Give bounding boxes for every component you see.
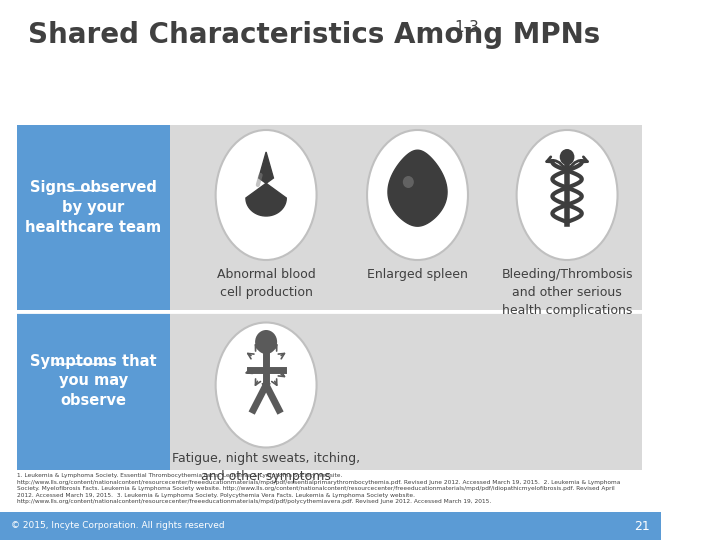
Polygon shape [246, 152, 287, 216]
Circle shape [402, 176, 414, 188]
Ellipse shape [367, 130, 468, 260]
Text: Symptoms that
you may
observe: Symptoms that you may observe [30, 354, 156, 408]
Text: 21: 21 [634, 519, 649, 532]
Text: Signs observed
by your
healthcare team: Signs observed by your healthcare team [25, 180, 161, 235]
Ellipse shape [517, 130, 618, 260]
Polygon shape [388, 150, 447, 226]
Text: Shared Characteristics Among MPNs: Shared Characteristics Among MPNs [27, 21, 600, 49]
Text: 1. Leukemia & Lymphoma Society. Essential Thrombocythemia Facts. Leukemia & Lymp: 1. Leukemia & Lymphoma Society. Essentia… [17, 473, 620, 504]
FancyBboxPatch shape [17, 312, 170, 470]
Text: Fatigue, night sweats, itching,
and other symptoms: Fatigue, night sweats, itching, and othe… [172, 452, 360, 483]
Text: 1-3: 1-3 [454, 21, 479, 36]
Text: Bleeding/Thrombosis
and other serious
health complications: Bleeding/Thrombosis and other serious he… [501, 268, 633, 317]
Ellipse shape [215, 322, 317, 448]
Circle shape [255, 330, 277, 354]
Text: © 2015, Incyte Corporation. All rights reserved: © 2015, Incyte Corporation. All rights r… [11, 522, 225, 530]
Text: Abnormal blood
cell production: Abnormal blood cell production [217, 268, 315, 299]
Ellipse shape [215, 130, 317, 260]
Circle shape [559, 149, 575, 165]
FancyBboxPatch shape [17, 125, 642, 310]
FancyBboxPatch shape [17, 312, 642, 470]
FancyBboxPatch shape [17, 125, 170, 310]
FancyBboxPatch shape [0, 512, 661, 540]
Text: Enlarged spleen: Enlarged spleen [367, 268, 468, 281]
